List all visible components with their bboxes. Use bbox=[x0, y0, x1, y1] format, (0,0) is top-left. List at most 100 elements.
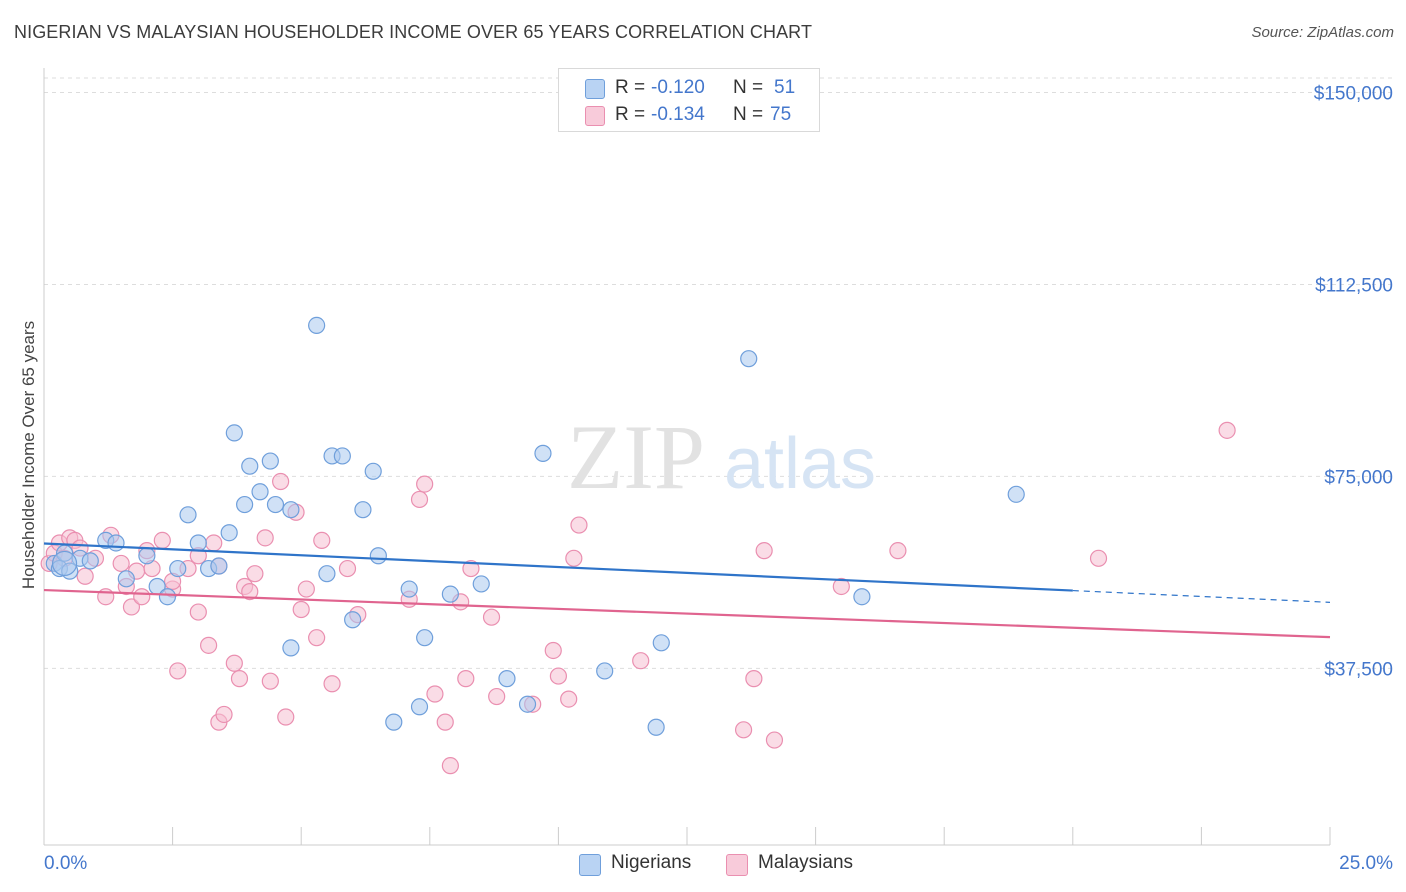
nigerians-point bbox=[354, 501, 372, 519]
malaysians-point bbox=[215, 705, 233, 724]
nigerians-point bbox=[652, 634, 670, 652]
malaysians-point bbox=[1089, 549, 1108, 567]
nigerians-point bbox=[369, 547, 387, 565]
nigerians-point bbox=[107, 534, 125, 552]
malaysians-point bbox=[544, 641, 562, 660]
malaysians-point bbox=[323, 675, 341, 693]
nigerians-point bbox=[81, 552, 99, 570]
malaysians-point bbox=[570, 516, 588, 534]
malaysians-point bbox=[246, 565, 264, 583]
nigerians-point bbox=[364, 462, 382, 480]
malaysians-point bbox=[261, 672, 279, 690]
nigerians-point bbox=[410, 698, 429, 716]
y-tick-label: $37,500 bbox=[1324, 659, 1393, 680]
nigerians-point bbox=[318, 565, 336, 583]
malaysians-point bbox=[1218, 421, 1236, 439]
nigerians-swatch bbox=[585, 79, 605, 99]
malaysians-point bbox=[441, 757, 459, 775]
malaysians-point bbox=[133, 588, 151, 606]
malaysians-point bbox=[277, 708, 295, 726]
malaysians-point bbox=[297, 580, 315, 598]
nigerians-point bbox=[385, 713, 403, 731]
stats-row-nigerians: R = -0.120 N = 51 bbox=[559, 73, 819, 101]
malaysians-point bbox=[426, 685, 444, 703]
nigerians-point bbox=[282, 639, 300, 657]
nigerians-trend-extension bbox=[1072, 589, 1331, 603]
malaysians-point bbox=[734, 721, 753, 739]
axes bbox=[43, 68, 1331, 846]
malaysians-point bbox=[462, 559, 480, 578]
nigerians-point bbox=[596, 662, 614, 680]
nigerians-point bbox=[1007, 485, 1025, 503]
nigerians-trend-line bbox=[43, 542, 1073, 592]
nigerians-point bbox=[853, 588, 871, 606]
malaysians-point bbox=[488, 687, 506, 706]
nigerians-point bbox=[740, 350, 758, 368]
malaysians-point bbox=[272, 472, 290, 491]
malaysians-point bbox=[169, 662, 187, 680]
malaysians-n-value: 75 bbox=[770, 104, 792, 125]
malaysians-point bbox=[256, 529, 274, 547]
malaysians-point bbox=[549, 667, 568, 685]
nigerians-point bbox=[251, 483, 269, 501]
trend-lines bbox=[43, 542, 1331, 639]
malaysians-point bbox=[765, 731, 784, 749]
stats-box: R = -0.120 N = 51 R = -0.134 N = 75 bbox=[558, 68, 820, 132]
malaysians-point bbox=[832, 577, 850, 596]
malaysians-point bbox=[482, 608, 501, 626]
malaysians-point bbox=[76, 567, 94, 585]
nigerians-point bbox=[241, 457, 259, 475]
malaysians-point bbox=[241, 582, 259, 601]
nigerians-point bbox=[189, 534, 207, 552]
nigerians-point bbox=[344, 611, 362, 629]
nigerians-point bbox=[416, 629, 434, 647]
y-tick-label: $150,000 bbox=[1314, 83, 1393, 104]
nigerians-point bbox=[117, 570, 135, 588]
x-tick-label: 0.0% bbox=[44, 853, 87, 874]
nigerians-n-value: 51 bbox=[774, 77, 796, 98]
malaysians-trend-line bbox=[43, 588, 1331, 639]
nigerians-r-label: R = bbox=[615, 77, 646, 98]
nigerians-point bbox=[518, 695, 537, 713]
nigerians-point bbox=[261, 452, 279, 470]
malaysians-point bbox=[410, 490, 429, 509]
nigerians-point bbox=[333, 447, 351, 465]
x-tick-label: 25.0% bbox=[1339, 853, 1393, 874]
malaysians-point bbox=[225, 654, 243, 672]
nigerians-n-label: N = bbox=[733, 77, 764, 98]
tick-labels: $37,500 $75,000 $112,500 $150,000 0.0% 25.0% bbox=[44, 83, 1393, 874]
watermark-atlas: atlas bbox=[724, 424, 876, 504]
malaysians-swatch bbox=[585, 106, 605, 126]
malaysians-point bbox=[205, 534, 223, 552]
y-tick-label: $75,000 bbox=[1324, 467, 1393, 488]
legend-nigerians-swatch bbox=[579, 854, 601, 876]
stats-row-malaysians: R = -0.134 N = 75 bbox=[559, 100, 819, 128]
nigerians-point bbox=[51, 550, 78, 577]
malaysians-point bbox=[338, 559, 357, 578]
source-label: Source: ZipAtlas.com bbox=[1251, 24, 1394, 41]
malaysians-point bbox=[189, 603, 207, 621]
malaysians-point bbox=[560, 690, 578, 708]
malaysians-point bbox=[153, 531, 171, 550]
nigerians-point bbox=[236, 495, 254, 514]
nigerians-point bbox=[282, 501, 300, 519]
malaysians-point bbox=[313, 531, 331, 550]
nigerians-point bbox=[534, 444, 552, 462]
malaysians-point bbox=[745, 670, 763, 688]
nigerians-point bbox=[179, 506, 197, 524]
legend-malaysians-label: Malaysians bbox=[758, 852, 854, 873]
legend-malaysians-swatch bbox=[726, 854, 748, 876]
malaysians-point bbox=[436, 713, 454, 731]
malaysians-point bbox=[112, 554, 130, 573]
nigerians-point bbox=[210, 557, 228, 575]
nigerians-point bbox=[266, 495, 285, 514]
malaysians-point bbox=[308, 629, 326, 647]
nigerians-r-value: -0.120 bbox=[651, 77, 705, 98]
watermark-zip: ZIP bbox=[567, 406, 705, 508]
malaysians-n-label: N = bbox=[733, 104, 764, 125]
nigerians-point bbox=[169, 559, 187, 578]
legend-nigerians-label: Nigerians bbox=[611, 852, 692, 873]
malaysians-point bbox=[122, 598, 141, 616]
nigerians-point bbox=[441, 585, 459, 603]
